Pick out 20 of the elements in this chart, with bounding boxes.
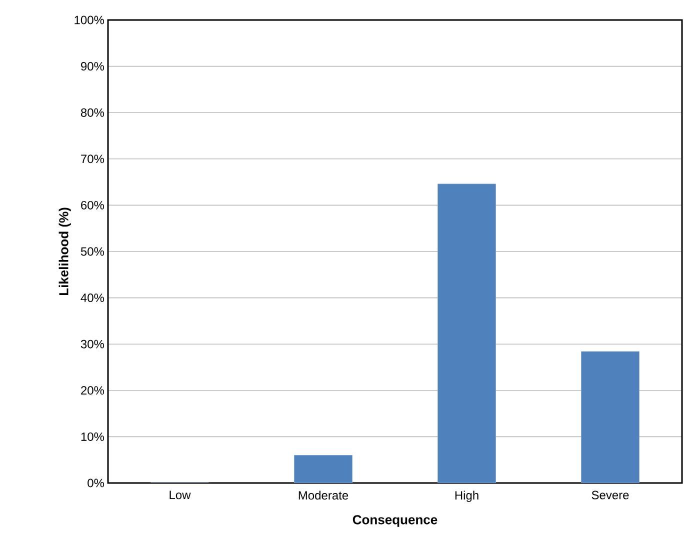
y-tick-label: 30% xyxy=(80,340,104,348)
y-tick-label: 60% xyxy=(81,200,104,210)
y-tick-label: 80% xyxy=(80,108,104,117)
y-tick-label: 40% xyxy=(80,294,104,302)
bar xyxy=(438,184,496,483)
bar xyxy=(294,455,352,483)
x-tick-label: Low xyxy=(170,490,191,500)
y-tick-label: 50% xyxy=(80,247,104,256)
y-tick-label: 10% xyxy=(81,432,104,441)
y-tick-label: 100% xyxy=(74,16,104,24)
bar xyxy=(581,351,640,483)
y-tick-label: 20% xyxy=(81,386,104,395)
x-tick-label: Moderate xyxy=(298,490,348,500)
y-tick-label: 90% xyxy=(81,62,104,71)
y-tick-label: 70% xyxy=(81,154,104,164)
x-tick-label: High xyxy=(455,490,478,502)
y-tick-label: 0% xyxy=(88,478,104,488)
y-axis-title: Likelihood (%) xyxy=(58,208,71,296)
x-tick-label: Severe xyxy=(592,490,629,500)
x-axis-title: Consequence xyxy=(352,515,438,527)
